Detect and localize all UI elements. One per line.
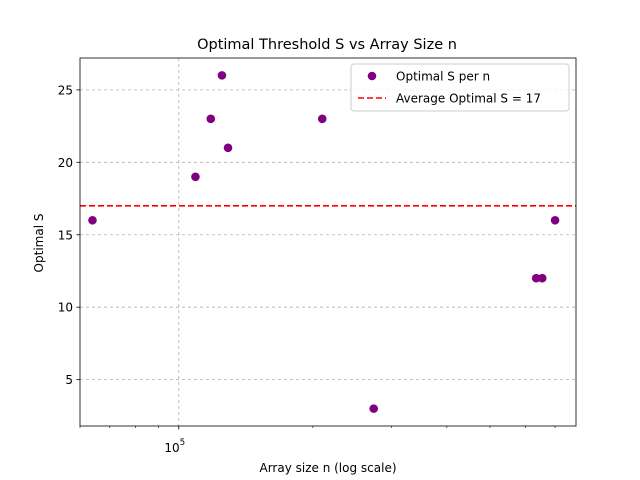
legend-label: Average Optimal S = 17 [396, 92, 541, 106]
x-tick-label: 105 [164, 438, 185, 455]
y-tick-label: 20 [58, 156, 73, 170]
legend-label: Optimal S per n [396, 70, 490, 84]
data-point [550, 215, 560, 225]
y-axis-label: Optimal S [32, 214, 46, 273]
legend-box [350, 63, 570, 112]
axes-background [80, 58, 576, 426]
data-point [88, 215, 97, 225]
chart-title: Optimal Threshold S vs Array Size n [197, 37, 457, 53]
axes-frame [79, 57, 577, 427]
y-tick-label: 5 [65, 373, 73, 387]
y-tick-label: 15 [58, 228, 73, 242]
data-point [531, 273, 541, 283]
legend-marker-swatch [367, 71, 377, 81]
data-point [217, 71, 227, 80]
legend: Optimal S per n Average Optimal S = 17 [350, 63, 570, 112]
data-point [206, 114, 216, 124]
x-tick-label-exponent: 5 [180, 438, 185, 448]
data-point [369, 404, 378, 413]
x-tick-label-base: 10 [164, 441, 179, 455]
data-point [317, 114, 327, 124]
data-point [191, 172, 200, 182]
data-point [537, 273, 547, 283]
y-tick-label: 25 [58, 83, 73, 97]
data-point [223, 143, 233, 153]
x-axis-label: Array size n (log scale) [259, 461, 396, 475]
y-tick-label: 10 [58, 301, 73, 315]
